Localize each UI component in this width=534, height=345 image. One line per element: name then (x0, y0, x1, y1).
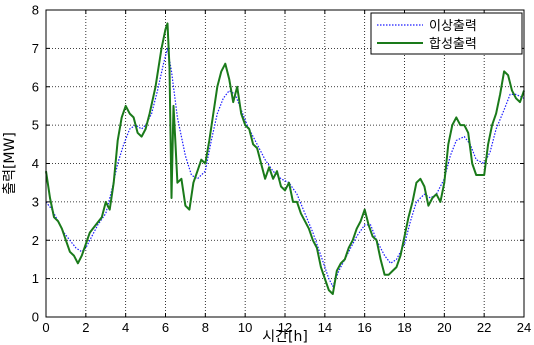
legend-label-ideal-output: 이상출력 (429, 19, 477, 34)
x-tick-label: 14 (318, 320, 332, 335)
y-tick-label: 2 (32, 233, 39, 248)
x-tick-label: 8 (202, 320, 209, 335)
x-tick-label: 10 (238, 320, 252, 335)
y-tick-label: 3 (32, 194, 39, 209)
grid (46, 10, 524, 317)
x-tick-label: 12 (278, 320, 292, 335)
legend: 이상출력 합성출력 (370, 12, 523, 55)
y-tick-label: 1 (32, 271, 39, 286)
x-tick-label: 24 (517, 320, 531, 335)
x-tick-label: 20 (437, 320, 451, 335)
y-tick-label: 8 (32, 3, 39, 18)
y-tick-label: 0 (32, 310, 39, 325)
combined-output-line (45, 22, 525, 295)
series-layer (45, 22, 525, 295)
legend-label-combined-output: 합성출력 (429, 37, 477, 52)
legend-box (370, 12, 523, 55)
x-tick-label: 22 (477, 320, 491, 335)
y-tick-label: 7 (32, 41, 39, 56)
y-tick-label: 5 (32, 118, 39, 133)
x-tick-label: 0 (42, 320, 49, 335)
y-tick-label: 6 (32, 79, 39, 94)
x-axis-title: 시간[h] (262, 329, 308, 345)
x-tick-label: 2 (82, 320, 89, 335)
y-axis-title: 출력[MW] (2, 132, 18, 195)
x-tick-label: 4 (122, 320, 129, 335)
x-tick-label: 16 (357, 320, 371, 335)
ideal-output-line (45, 47, 525, 287)
x-tick-label: 6 (162, 320, 169, 335)
x-tick-label: 18 (397, 320, 411, 335)
axis-ticks (45, 9, 525, 318)
y-tick-label: 4 (32, 156, 39, 171)
